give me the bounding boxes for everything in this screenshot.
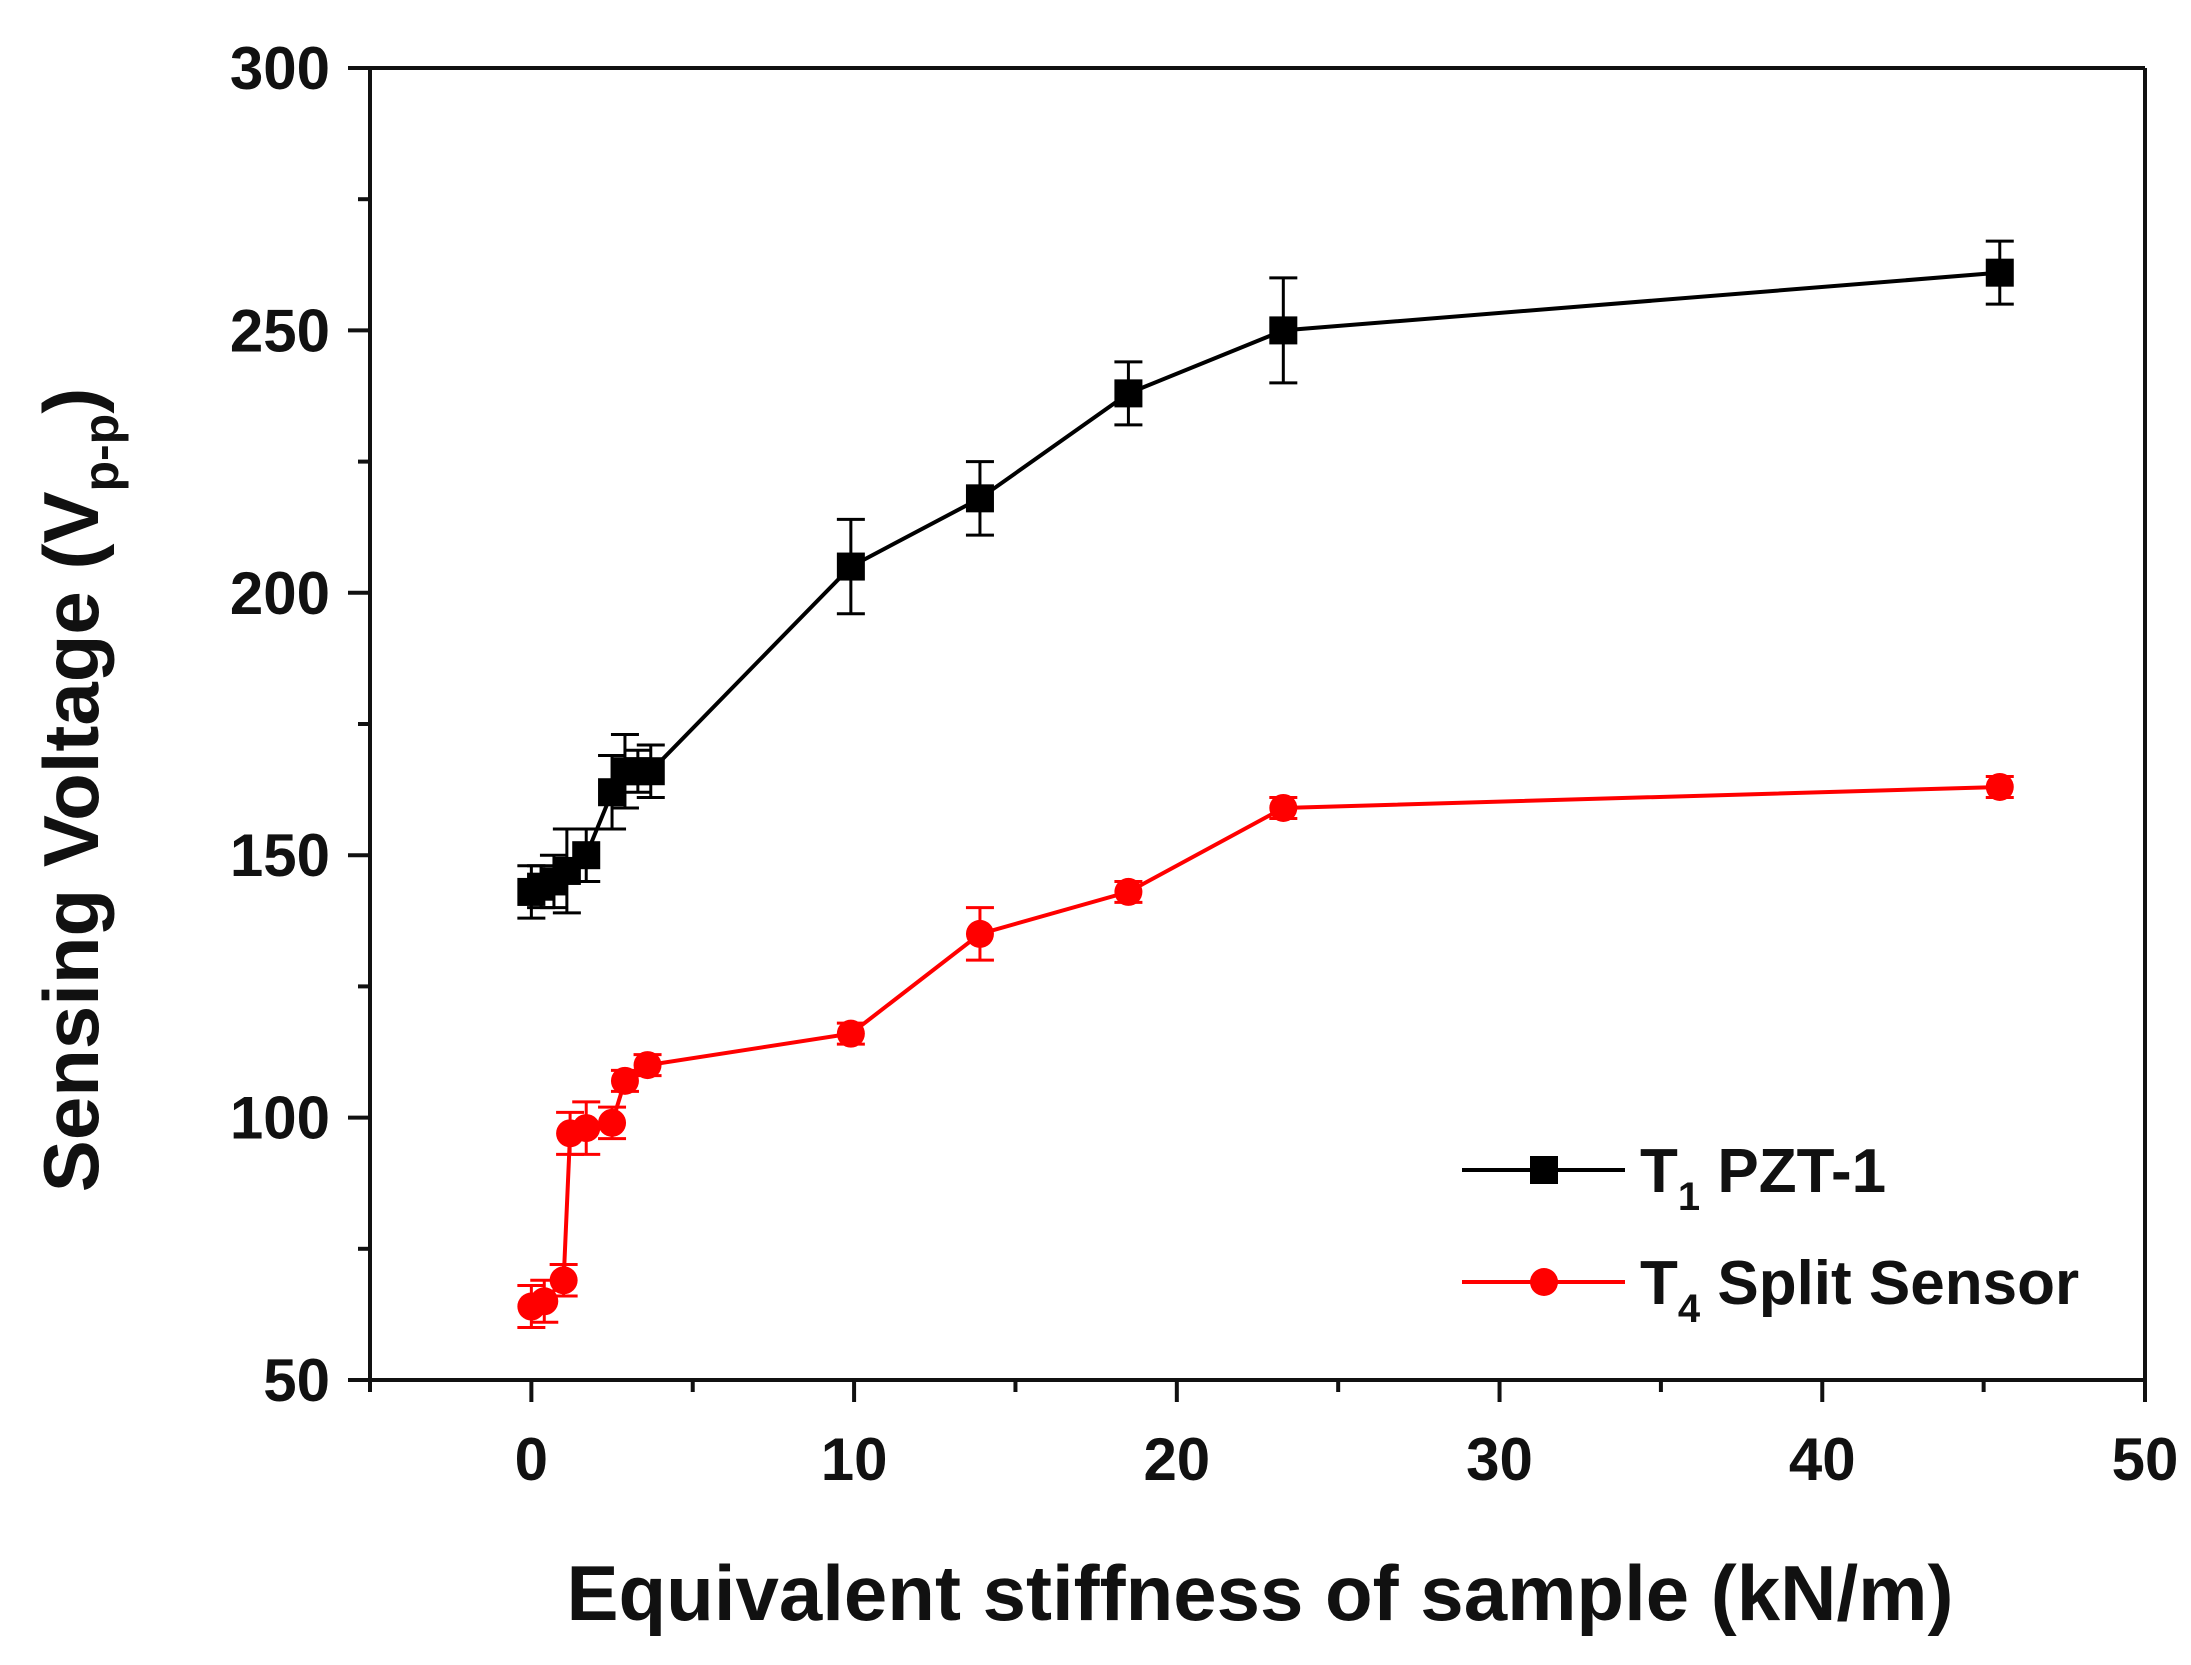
x-tick-label: 10 [821,1426,888,1493]
x-tick-label: 50 [2112,1426,2179,1493]
data-point-circle [965,919,994,948]
legend-item-pzt-1: T1 PZT-1 [1462,1137,1886,1219]
legend-item-split-sensor: T4 Split Sensor [1462,1249,2079,1331]
x-tick-label: 40 [1789,1426,1856,1493]
data-point-circle [598,1108,627,1137]
data-point-circle [549,1266,578,1295]
legend: T1 PZT-1T4 Split Sensor [1462,1137,2079,1331]
series-pzt-1 [517,239,2014,920]
y-axis-label-close: ) [27,388,115,414]
data-point-square [1114,379,1143,408]
x-tick-label: 0 [515,1426,548,1493]
y-tick-label: 150 [230,822,330,889]
x-tick-label: 30 [1466,1426,1533,1493]
data-point-circle [836,1019,865,1048]
data-point-circle [633,1051,662,1080]
data-point-square [572,841,601,870]
y-tick-label: 200 [230,560,330,627]
y-tick-label: 50 [263,1347,330,1414]
data-point-circle [530,1287,559,1316]
legend-label: T1 PZT-1 [1640,1137,1886,1219]
y-axis-label-main: Sensing Voltage (V [27,492,115,1193]
series-layer [517,239,2014,1330]
y-axis-label-subscript: p-p [73,414,129,492]
data-point-circle [572,1114,601,1143]
legend-label-rest: PZT-1 [1700,1137,1886,1206]
data-point-square [836,552,865,581]
y-axis-label: Sensing Voltage (Vp-p) [27,388,129,1192]
legend-marker-square [1530,1156,1558,1184]
series-split-sensor [517,772,2014,1330]
axes-layer: 0 10 20 30 40 50 50 100 150 200 250 300 [230,35,2178,1493]
x-tick-label: 20 [1143,1426,1210,1493]
data-point-circle [1114,877,1143,906]
series-line [530,270,2000,894]
legend-label-main: T [1640,1137,1678,1206]
y-tick-label: 250 [230,297,330,364]
data-point-circle [1269,793,1298,822]
data-point-circle [1985,772,2014,801]
y-tick-label: 100 [230,1085,330,1152]
y-tick-label: 300 [230,35,330,102]
legend-label-subscript: 4 [1678,1287,1701,1331]
legend-label-subscript: 1 [1678,1175,1700,1219]
data-point-circle [610,1066,639,1095]
data-point-square [965,484,994,513]
data-point-square [1985,258,2014,287]
data-point-square [636,757,665,786]
legend-marker-circle [1530,1268,1558,1296]
legend-label: T4 Split Sensor [1640,1249,2079,1331]
legend-label-rest: Split Sensor [1700,1249,2079,1318]
legend-label-main: T [1640,1249,1678,1318]
x-axis-label: Equivalent stiffness of sample (kN/m) [567,1549,1954,1637]
data-point-square [1269,316,1298,345]
series-line [530,784,2000,1309]
